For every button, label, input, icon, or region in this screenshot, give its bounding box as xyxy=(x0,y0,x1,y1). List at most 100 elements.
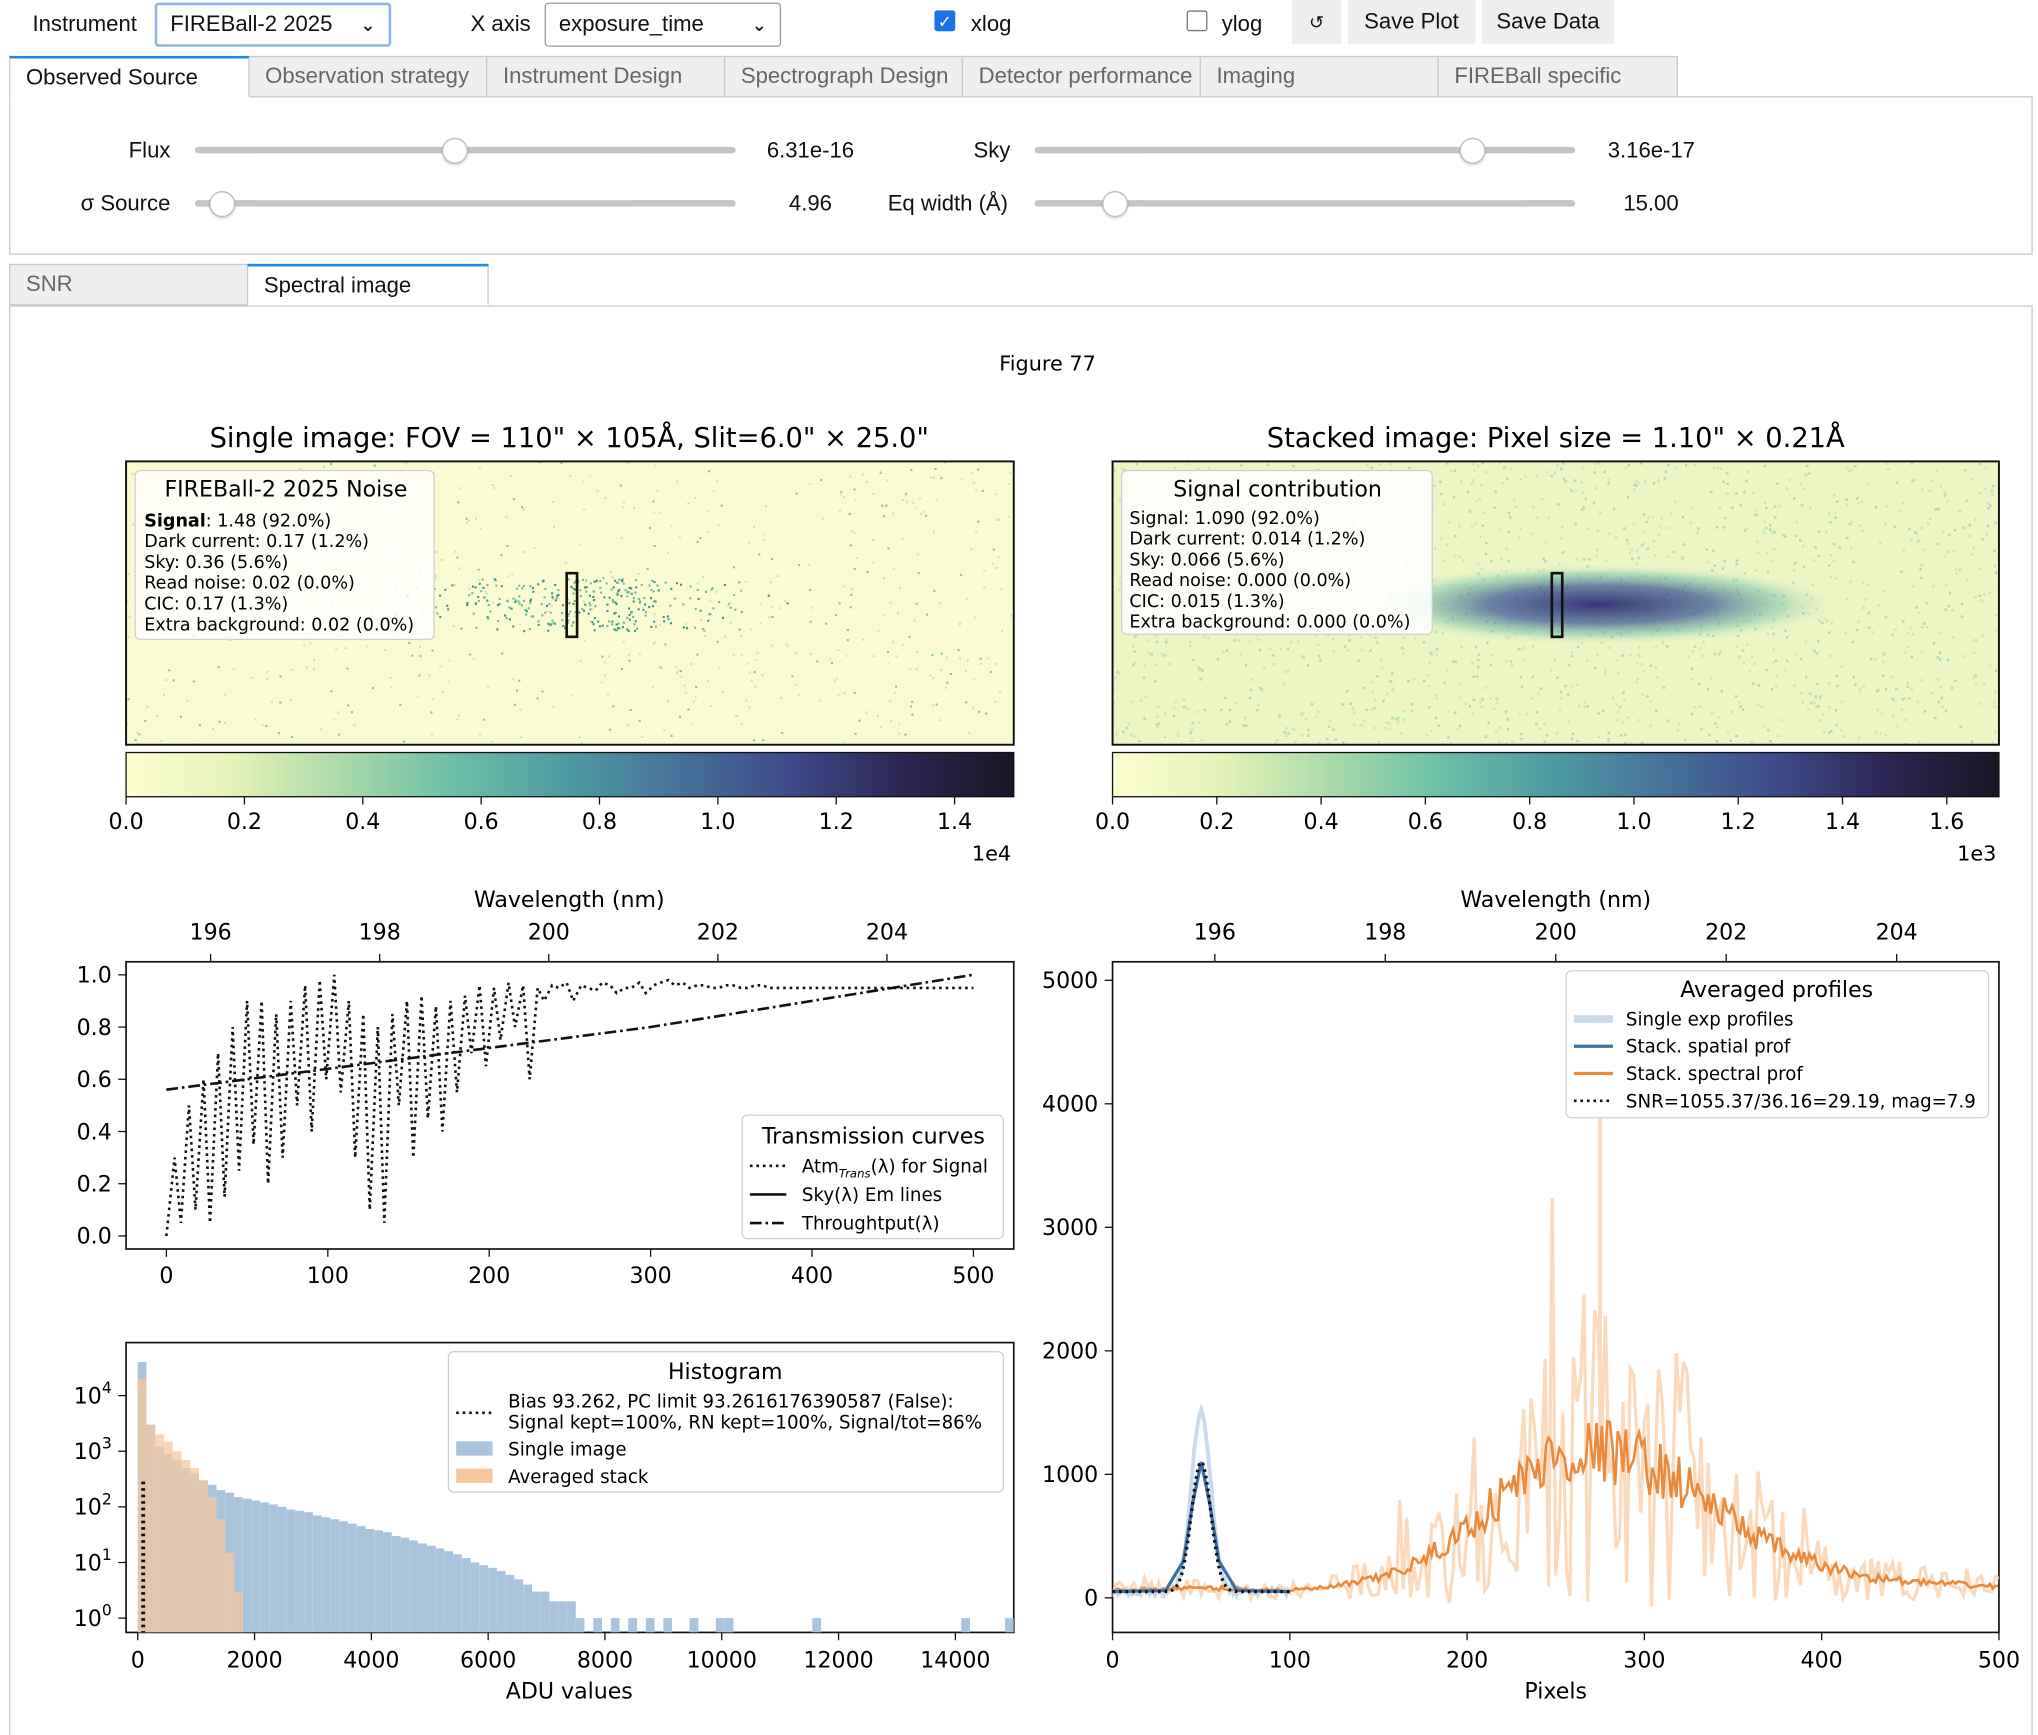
ylog-checkbox[interactable] xyxy=(1186,10,1208,32)
pixel xyxy=(1741,708,1745,712)
pixel xyxy=(1906,685,1910,689)
pixel xyxy=(1944,608,1948,611)
sky-slider-handle[interactable] xyxy=(1459,137,1486,164)
pixel xyxy=(646,567,649,571)
pixel xyxy=(593,591,596,594)
single-image-bar xyxy=(400,1537,410,1633)
xaxis-select[interactable]: exposure_time ⌄ xyxy=(544,2,782,47)
pixel xyxy=(584,579,588,582)
pixel xyxy=(430,733,434,736)
pixel xyxy=(1553,471,1557,475)
tab-fireball-specific[interactable]: FIREBall specific xyxy=(1437,55,1678,98)
reset-button[interactable]: ↺ xyxy=(1291,0,1342,45)
pixel xyxy=(1612,507,1616,511)
pixel xyxy=(702,628,705,631)
pixel xyxy=(555,596,558,600)
pixel xyxy=(1919,567,1922,571)
pixel xyxy=(1446,462,1449,465)
pixel xyxy=(1348,639,1351,642)
pixel xyxy=(1349,702,1352,705)
pixel xyxy=(945,656,948,659)
pixel xyxy=(518,602,521,605)
pixel xyxy=(1470,525,1474,529)
pixel xyxy=(1603,470,1606,474)
pixel xyxy=(1391,687,1395,691)
pixel xyxy=(539,461,542,464)
save-plot-button[interactable]: Save Plot xyxy=(1347,0,1476,45)
tab-observation-strategy[interactable]: Observation strategy xyxy=(248,55,488,98)
pixel xyxy=(1357,659,1360,663)
pixel xyxy=(938,719,941,722)
pixel xyxy=(979,657,982,660)
pixel xyxy=(886,479,889,482)
tab-instrument-design[interactable]: Instrument Design xyxy=(486,55,726,98)
pixel xyxy=(1634,479,1638,483)
tab-observed-source[interactable]: Observed Source xyxy=(9,55,250,98)
pixel xyxy=(1690,712,1693,716)
pixel xyxy=(1570,654,1574,658)
sky-slider-track[interactable] xyxy=(1034,146,1576,154)
x-tick-label: 14000 xyxy=(920,1648,990,1674)
pixel xyxy=(1801,544,1805,548)
eq-width-slider-handle[interactable] xyxy=(1102,191,1129,218)
pixel xyxy=(1979,491,1982,495)
tab-spectral-image[interactable]: Spectral image xyxy=(246,263,489,306)
tab-snr[interactable]: SNR xyxy=(9,263,249,306)
pixel xyxy=(1257,703,1260,707)
eq-width-label: Eq width (Å) xyxy=(887,191,1009,216)
pixel xyxy=(670,525,673,528)
pixel xyxy=(1530,697,1533,700)
pixel xyxy=(926,613,929,616)
sigma-source-slider-track[interactable] xyxy=(194,200,736,207)
x-tick-label: 0 xyxy=(1106,1648,1120,1674)
pixel xyxy=(1940,696,1944,700)
pixel xyxy=(740,654,743,657)
pixel xyxy=(1771,559,1775,562)
xlog-checkbox[interactable]: ✓ xyxy=(934,10,956,32)
pixel xyxy=(1593,462,1597,466)
pixel xyxy=(1502,466,1506,469)
pixel xyxy=(1959,725,1963,729)
pixel xyxy=(1258,648,1262,652)
averaged-stack-bar xyxy=(146,1424,156,1633)
pixel xyxy=(1150,653,1154,656)
pixel xyxy=(896,611,900,614)
pixel xyxy=(652,643,655,646)
eq-width-slider-track[interactable] xyxy=(1034,200,1576,207)
pixel xyxy=(1633,483,1636,487)
tab-spectrograph-design[interactable]: Spectrograph Design xyxy=(723,55,964,98)
pixel xyxy=(1836,500,1839,503)
pixel xyxy=(622,582,625,585)
pixel xyxy=(621,578,624,581)
pixel xyxy=(1196,665,1200,669)
pixel xyxy=(722,690,725,693)
sigma-source-slider-handle[interactable] xyxy=(208,191,235,218)
pixel xyxy=(972,706,975,709)
observed-source-panel xyxy=(9,96,2033,255)
pixel xyxy=(530,615,533,618)
pixel xyxy=(632,597,636,600)
pixel xyxy=(1817,554,1820,558)
pixel xyxy=(919,497,922,500)
pixel xyxy=(653,641,656,644)
pixel xyxy=(1453,711,1457,715)
pixel xyxy=(1767,728,1770,732)
save-data-button[interactable]: Save Data xyxy=(1481,0,1615,45)
pixel xyxy=(1739,503,1742,507)
stacked-image-frame xyxy=(1111,460,2000,746)
pixel xyxy=(708,613,711,616)
pixel xyxy=(572,592,575,595)
pixel xyxy=(1263,667,1266,670)
instrument-select[interactable]: FIREBall-2 2025 ⌄ xyxy=(154,2,392,47)
pixel xyxy=(1351,707,1355,710)
pixel xyxy=(1593,471,1596,475)
pixel xyxy=(570,694,573,697)
pixel xyxy=(1486,641,1489,644)
pixel xyxy=(1772,661,1775,664)
pixel xyxy=(1456,728,1460,731)
pixel xyxy=(636,627,639,630)
flux-slider-handle[interactable] xyxy=(441,137,468,164)
stacked-image-title: Stacked image: Pixel size = 1.10" × 0.21… xyxy=(1267,422,1845,454)
pixel xyxy=(1593,666,1597,670)
pixel xyxy=(251,676,254,679)
